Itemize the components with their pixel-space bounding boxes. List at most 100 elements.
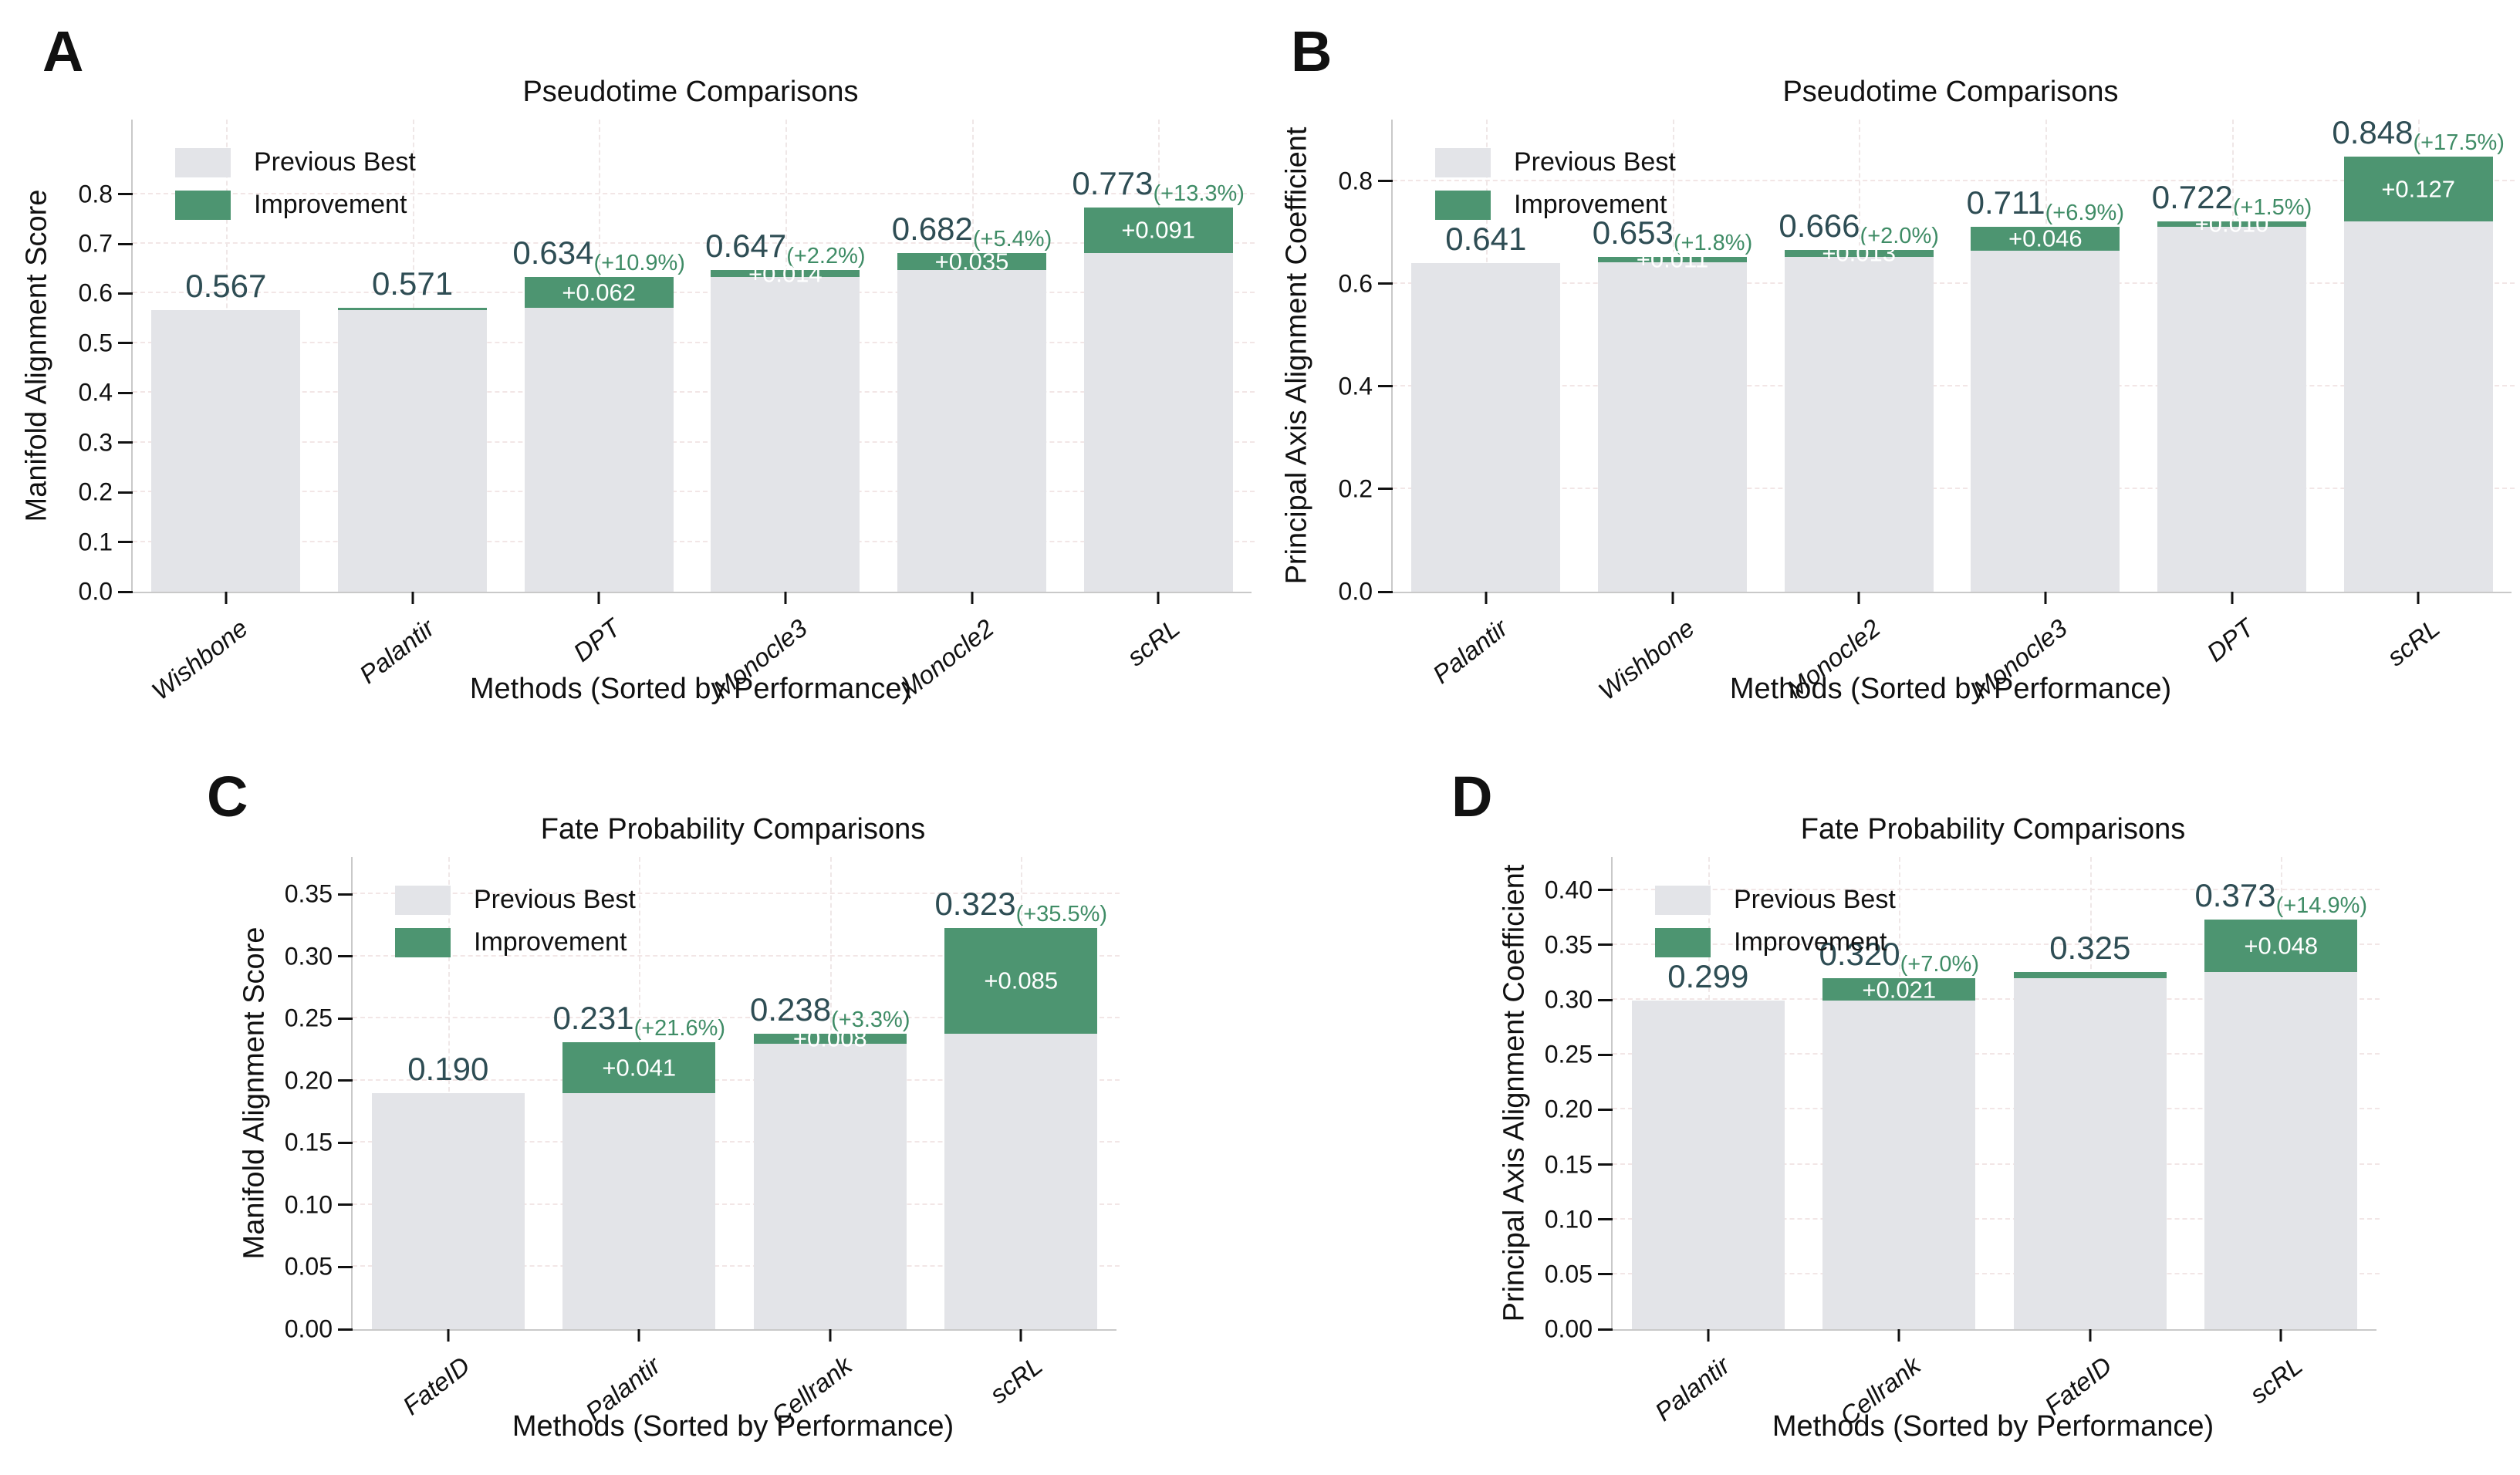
- bar-segment-improvement: [1784, 249, 1934, 257]
- legend-item-previous-best: Previous Best: [395, 885, 636, 915]
- bar-pct-change: (+1.5%): [2232, 194, 2312, 220]
- bar-improvement-value: +0.035: [934, 248, 1009, 275]
- y-tick: [338, 955, 353, 958]
- y-axis-label: Principal Axis Alignment Coefficient: [1498, 864, 1531, 1322]
- gridline-horizontal: [133, 341, 1255, 343]
- legend-label-previous-best: Previous Best: [254, 147, 416, 177]
- bar-segment-previous-best: [944, 1033, 1098, 1329]
- gridline-horizontal: [353, 1078, 1120, 1081]
- bar-value: 0.567: [185, 267, 267, 304]
- bar-segment-improvement: [711, 270, 860, 278]
- y-tick: [338, 1328, 353, 1331]
- bar-segment-previous-best: [1631, 1001, 1785, 1329]
- y-tick-label: 0.2: [1338, 474, 1373, 503]
- legend-label-improvement: Improvement: [1734, 927, 1887, 957]
- y-tick-label: 0.25: [1544, 1040, 1593, 1068]
- x-tick: [225, 592, 228, 604]
- gridline-horizontal: [1393, 282, 2515, 284]
- x-tick: [1897, 1329, 1900, 1342]
- x-tick: [2231, 592, 2233, 604]
- bar-value-label: 0.722 (+1.5%): [2152, 181, 2312, 218]
- y-tick: [1598, 1218, 1613, 1221]
- plot-area: Previous Best Improvement 0.0 0.2 0.4 0.6 0.…: [1339, 116, 2515, 705]
- y-tick-label: 0.20: [284, 1066, 333, 1095]
- plot-area: Previous Best Improvement 0.00 0.05 0.10 0.…: [285, 857, 1120, 1431]
- y-tick: [118, 242, 133, 245]
- legend-label-improvement: Improvement: [1514, 190, 1667, 219]
- bar-segment-previous-best: [337, 309, 488, 592]
- x-tick-label: scRL: [2381, 613, 2445, 672]
- gridline-horizontal: [1613, 1108, 2380, 1110]
- bar-pct-change: (+6.9%): [2045, 201, 2125, 226]
- bar-value-label: 0.325: [2049, 932, 2130, 964]
- y-tick: [118, 391, 133, 394]
- y-tick-label: 0.0: [1338, 577, 1373, 606]
- y-tick: [1378, 282, 1393, 285]
- y-tick-label: 0.1: [78, 528, 113, 556]
- x-tick: [1157, 592, 1160, 604]
- y-tick-label: 0.00: [284, 1315, 333, 1343]
- legend-swatch-previous-best: [1435, 147, 1491, 177]
- y-tick-label: 0.00: [1544, 1315, 1593, 1343]
- y-tick-label: 0.6: [78, 278, 113, 307]
- bar-pct-change: (+17.5%): [2413, 130, 2505, 155]
- x-tick-label: DPT: [2201, 613, 2259, 667]
- bar-segment-improvement: [337, 308, 488, 310]
- y-tick-label: 0.15: [1544, 1150, 1593, 1179]
- bar-improvement-value: +0.091: [1121, 216, 1195, 244]
- legend: Previous Best Improvement: [395, 885, 636, 970]
- x-tick: [2044, 592, 2047, 604]
- y-tick: [1598, 889, 1613, 892]
- bar-value-label: 0.653 (+1.8%): [1593, 216, 1752, 254]
- panel-letter-b: B: [1291, 19, 1333, 83]
- y-tick-label: 0.8: [78, 180, 113, 208]
- bar-improvement-value: +0.014: [748, 260, 823, 288]
- gridline-horizontal: [133, 192, 1255, 194]
- bar-value: 0.238: [750, 991, 832, 1028]
- bar-value-label: 0.711 (+6.9%): [1967, 187, 2124, 224]
- gridline-horizontal: [353, 1265, 1120, 1267]
- bar-segment-improvement: [1597, 256, 1748, 262]
- bar-segment-previous-best: [2157, 227, 2307, 592]
- y-tick: [1378, 385, 1393, 388]
- bar-pct-change: (+21.6%): [633, 1015, 726, 1041]
- x-tick: [411, 592, 414, 604]
- bar-segment-previous-best: [1411, 262, 1561, 592]
- y-tick-label: 0.10: [284, 1190, 333, 1219]
- gridline-horizontal: [133, 242, 1255, 245]
- bar-improvement-value: +0.010: [2194, 210, 2269, 238]
- legend-swatch-improvement: [395, 927, 451, 957]
- y-tick-label: 0.25: [284, 1004, 333, 1032]
- bar-segment-previous-best: [1784, 256, 1934, 592]
- legend-swatch-previous-best: [175, 147, 231, 177]
- bar-improvement-value: +0.011: [1636, 245, 1709, 273]
- bar-segment-previous-best: [897, 270, 1047, 592]
- y-tick: [118, 292, 133, 295]
- bar-value: 0.231: [552, 999, 634, 1036]
- bar-segment-improvement: [2204, 920, 2358, 973]
- gridline-horizontal: [133, 491, 1255, 493]
- bar-value-label: 0.641: [1445, 222, 1526, 255]
- x-tick-label: Palantir: [353, 613, 440, 690]
- y-tick-label: 0.20: [1544, 1095, 1593, 1123]
- y-tick-label: 0.35: [1544, 930, 1593, 959]
- x-tick: [2417, 592, 2420, 604]
- bar-value: 0.373: [2194, 877, 2276, 914]
- y-tick-label: 0.15: [284, 1128, 333, 1156]
- bar-improvement-value: +0.008: [792, 1024, 867, 1052]
- x-tick: [2089, 1329, 2092, 1342]
- legend-label-improvement: Improvement: [474, 927, 627, 957]
- y-tick-label: 0.3: [78, 428, 113, 457]
- y-tick-label: 0.35: [284, 879, 333, 908]
- bar-value: 0.190: [407, 1051, 489, 1087]
- y-tick-label: 0.05: [1544, 1260, 1593, 1288]
- bar-segment-improvement: [897, 252, 1047, 271]
- y-tick: [118, 342, 133, 345]
- y-tick: [118, 441, 133, 444]
- gridline-horizontal: [133, 292, 1255, 294]
- legend-item-improvement: Improvement: [1655, 927, 1896, 957]
- y-tick: [1598, 1053, 1613, 1056]
- bar-value-label: 0.647 (+2.2%): [705, 230, 865, 268]
- y-tick-label: 0.7: [78, 229, 113, 258]
- y-axis-label: Principal Axis Alignment Coefficient: [1280, 127, 1313, 585]
